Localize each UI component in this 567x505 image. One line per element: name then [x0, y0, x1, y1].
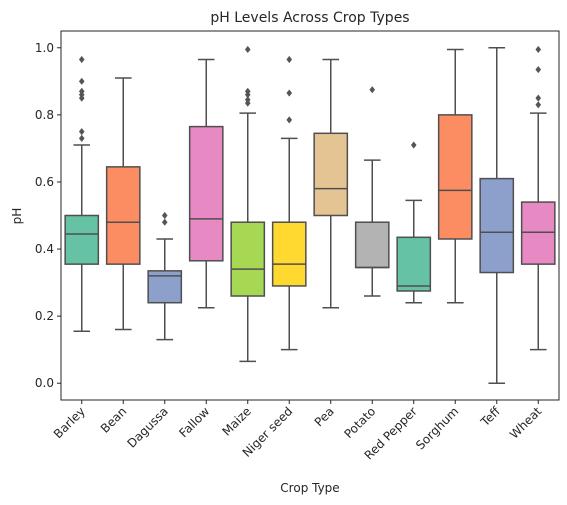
- x-tick-label: Maize: [219, 404, 253, 438]
- outlier-point: [535, 94, 542, 102]
- x-tick-label: Fallow: [176, 404, 212, 440]
- outlier-point: [244, 96, 251, 104]
- outlier-point: [161, 211, 168, 220]
- box-fallow: [188, 125, 224, 262]
- outlier-point: [286, 116, 293, 124]
- outlier-point: [286, 55, 293, 64]
- outlier-point: [78, 128, 85, 136]
- chart-title: pH Levels Across Crop Types: [210, 10, 409, 26]
- x-tick-label: Bean: [98, 404, 130, 436]
- outlier-point: [78, 87, 85, 95]
- x-tick-label: Potato: [341, 404, 378, 441]
- box-maize: [230, 221, 266, 297]
- y-tick-label: 0.6: [35, 175, 54, 189]
- outlier-point: [161, 218, 168, 226]
- box-sorghum: [437, 114, 473, 240]
- x-tick-label: Teff: [477, 404, 503, 430]
- x-tick-label: Dagussa: [124, 404, 170, 450]
- y-tick-label: 0.4: [35, 242, 54, 256]
- x-tick-label: Sorghum: [413, 404, 461, 452]
- outlier-point: [369, 86, 376, 94]
- y-tick-label: 1.0: [35, 41, 54, 55]
- box-potato: [354, 221, 390, 269]
- outlier-point: [286, 89, 293, 97]
- y-tick-label: 0.8: [35, 108, 54, 122]
- x-tick-label: Barley: [51, 404, 88, 441]
- box-teff: [479, 177, 515, 274]
- outlier-point: [535, 45, 542, 54]
- plot-frame: [60, 30, 560, 401]
- box-bean: [105, 166, 141, 265]
- box-barley: [64, 214, 100, 265]
- outlier-point: [535, 65, 542, 74]
- outlier-point: [78, 134, 85, 142]
- outlier-point: [244, 45, 251, 54]
- outlier-point: [244, 87, 251, 95]
- y-tick-label: 0.0: [35, 376, 54, 390]
- box-wheat: [520, 201, 556, 265]
- outlier-point: [410, 141, 417, 149]
- x-axis-title: Crop Type: [280, 481, 339, 495]
- outlier-point: [535, 101, 542, 109]
- outlier-point: [78, 77, 85, 85]
- box-pea: [313, 132, 349, 217]
- outlier-point: [78, 55, 85, 64]
- box-red-pepper: [396, 236, 432, 292]
- y-tick-label: 0.2: [35, 309, 54, 323]
- x-tick-label: Wheat: [507, 404, 545, 442]
- x-tick-label: Pea: [312, 404, 337, 429]
- box-niger-seed: [271, 221, 307, 287]
- y-axis-title: pH: [10, 208, 24, 225]
